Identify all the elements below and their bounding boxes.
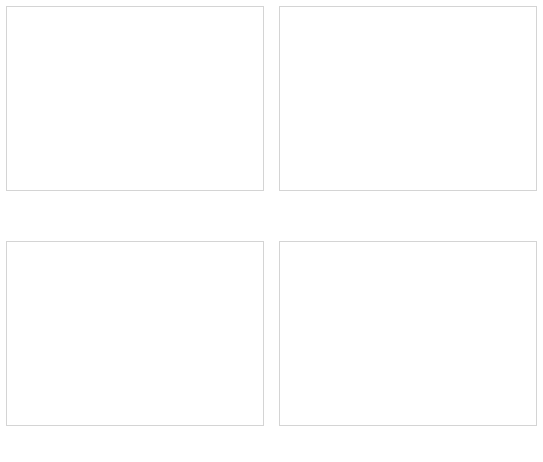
chart-panel-4 — [279, 241, 537, 426]
line-chart-3 — [7, 242, 263, 425]
chart-panel-1 — [6, 6, 264, 191]
line-chart-2 — [280, 7, 536, 190]
chart-panel-2 — [279, 6, 537, 191]
line-chart-1 — [7, 7, 263, 190]
line-chart-4 — [280, 242, 536, 425]
chart-panel-3 — [6, 241, 264, 426]
